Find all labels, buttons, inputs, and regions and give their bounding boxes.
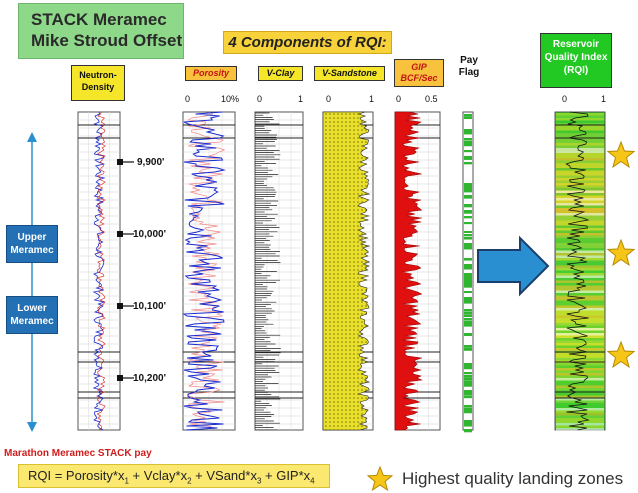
legend-text: Highest quality landing zones bbox=[402, 469, 624, 488]
porosity-scale-min: 0 bbox=[185, 94, 191, 104]
star-icon bbox=[367, 466, 393, 492]
vsand-scale-min: 0 bbox=[326, 94, 332, 104]
source-note: Marathon Meramec STACK pay bbox=[4, 448, 152, 459]
rqi-scale-min: 0 bbox=[562, 94, 568, 104]
vclay-scale-max: 1 bbox=[298, 94, 304, 104]
porosity-header: Porosity bbox=[185, 66, 237, 81]
title-box: STACK Meramec Mike Stroud Offset bbox=[18, 3, 184, 59]
title-line-2: Mike Stroud Offset bbox=[31, 31, 183, 50]
title-line-1: STACK Meramec bbox=[31, 10, 167, 29]
vclay-scale-min: 0 bbox=[257, 94, 263, 104]
depth-label-9900: 9,900' bbox=[137, 157, 165, 168]
components-label: 4 Components of RQI: bbox=[223, 31, 392, 54]
neutron-density-header: Neutron-Density bbox=[71, 65, 125, 101]
vsandstone-header: V-Sandstone bbox=[314, 66, 385, 81]
depth-label-10100: 10,100' bbox=[133, 301, 166, 312]
porosity-scale-max: 10% bbox=[221, 94, 240, 104]
gip-header: GIP BCF/Sec bbox=[394, 59, 444, 87]
rqi-header: Reservoir Quality Index (RQI) bbox=[540, 33, 612, 88]
depth-label-10200: 10,200' bbox=[133, 373, 166, 384]
rqi-formula: RQI = Porosity*x1 + Vclay*x2 + VSand*x3 … bbox=[18, 464, 330, 488]
gip-scale-min: 0 bbox=[396, 94, 402, 104]
upper-meramec-zone: Upper Meramec bbox=[6, 225, 58, 263]
star-icon bbox=[607, 239, 635, 267]
rqi-scale-max: 1 bbox=[601, 94, 607, 104]
vclay-header: V-Clay bbox=[258, 66, 303, 81]
vsand-scale-max: 1 bbox=[369, 94, 375, 104]
gip-scale-max: 0.5 bbox=[425, 94, 438, 104]
lower-meramec-zone: Lower Meramec bbox=[6, 296, 58, 334]
pay-flag-header: Pay Flag bbox=[458, 55, 480, 78]
depth-label-10000: 10,000' bbox=[133, 229, 166, 240]
up-down-arrow-icon bbox=[27, 132, 37, 432]
star-icon bbox=[607, 341, 635, 369]
right-arrow-icon bbox=[477, 235, 550, 297]
star-icon bbox=[607, 141, 635, 169]
